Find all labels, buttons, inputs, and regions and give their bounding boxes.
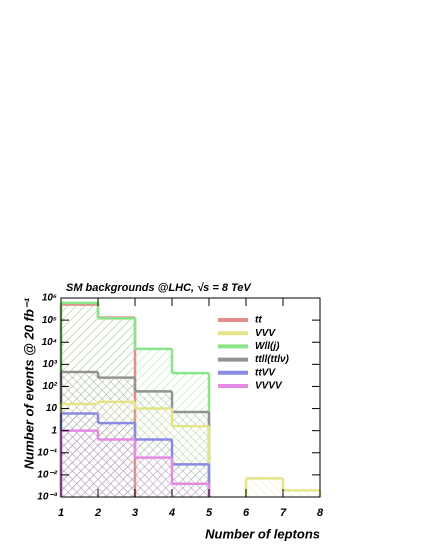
legend-label: ttll(ttlν) <box>255 354 290 365</box>
bar-fill <box>246 478 283 497</box>
x-tick-label: 3 <box>132 507 138 519</box>
y-tick-label: 10 <box>46 403 58 414</box>
bar-fill <box>61 430 98 497</box>
series <box>59 429 211 497</box>
y-tick-label: 10⁵ <box>42 315 57 326</box>
plot-frame <box>60 297 321 498</box>
legend-label: tt <box>255 315 262 326</box>
y-tick-label: 10³ <box>43 359 58 370</box>
x-tick-label: 4 <box>168 507 175 519</box>
x-tick-label: 7 <box>280 507 287 519</box>
y-tick-label: 10⁻³ <box>37 492 57 503</box>
legend-label: ttVV <box>255 367 276 378</box>
x-tick-label: 8 <box>317 507 324 519</box>
bar-fill <box>283 490 320 497</box>
y-tick-label: 10⁻¹ <box>37 447 57 458</box>
bar-fill <box>98 439 135 497</box>
legend-label: VVVV <box>255 381 283 392</box>
y-axis-label: Number of events @ 20 fb⁻¹ <box>21 297 36 469</box>
bar-fill <box>172 483 209 497</box>
y-tick-label: 1 <box>51 425 57 436</box>
bar-fill <box>135 457 172 497</box>
y-tick-label: 10² <box>43 381 58 392</box>
legend-label: VVV <box>255 328 276 339</box>
y-tick-label: 10⁴ <box>42 337 57 348</box>
y-tick-label: 10⁶ <box>42 293 57 304</box>
chart-title: SM backgrounds @LHC, √s = 8 TeV <box>66 282 252 294</box>
y-tick-label: 10⁻² <box>37 470 57 481</box>
x-tick-label: 6 <box>243 507 250 519</box>
x-tick-label: 1 <box>58 507 64 519</box>
legend-label: Wll(j) <box>255 341 280 352</box>
x-tick-label: 5 <box>206 507 213 519</box>
x-tick-label: 2 <box>94 507 101 519</box>
x-axis-label: Number of leptons <box>205 526 320 541</box>
